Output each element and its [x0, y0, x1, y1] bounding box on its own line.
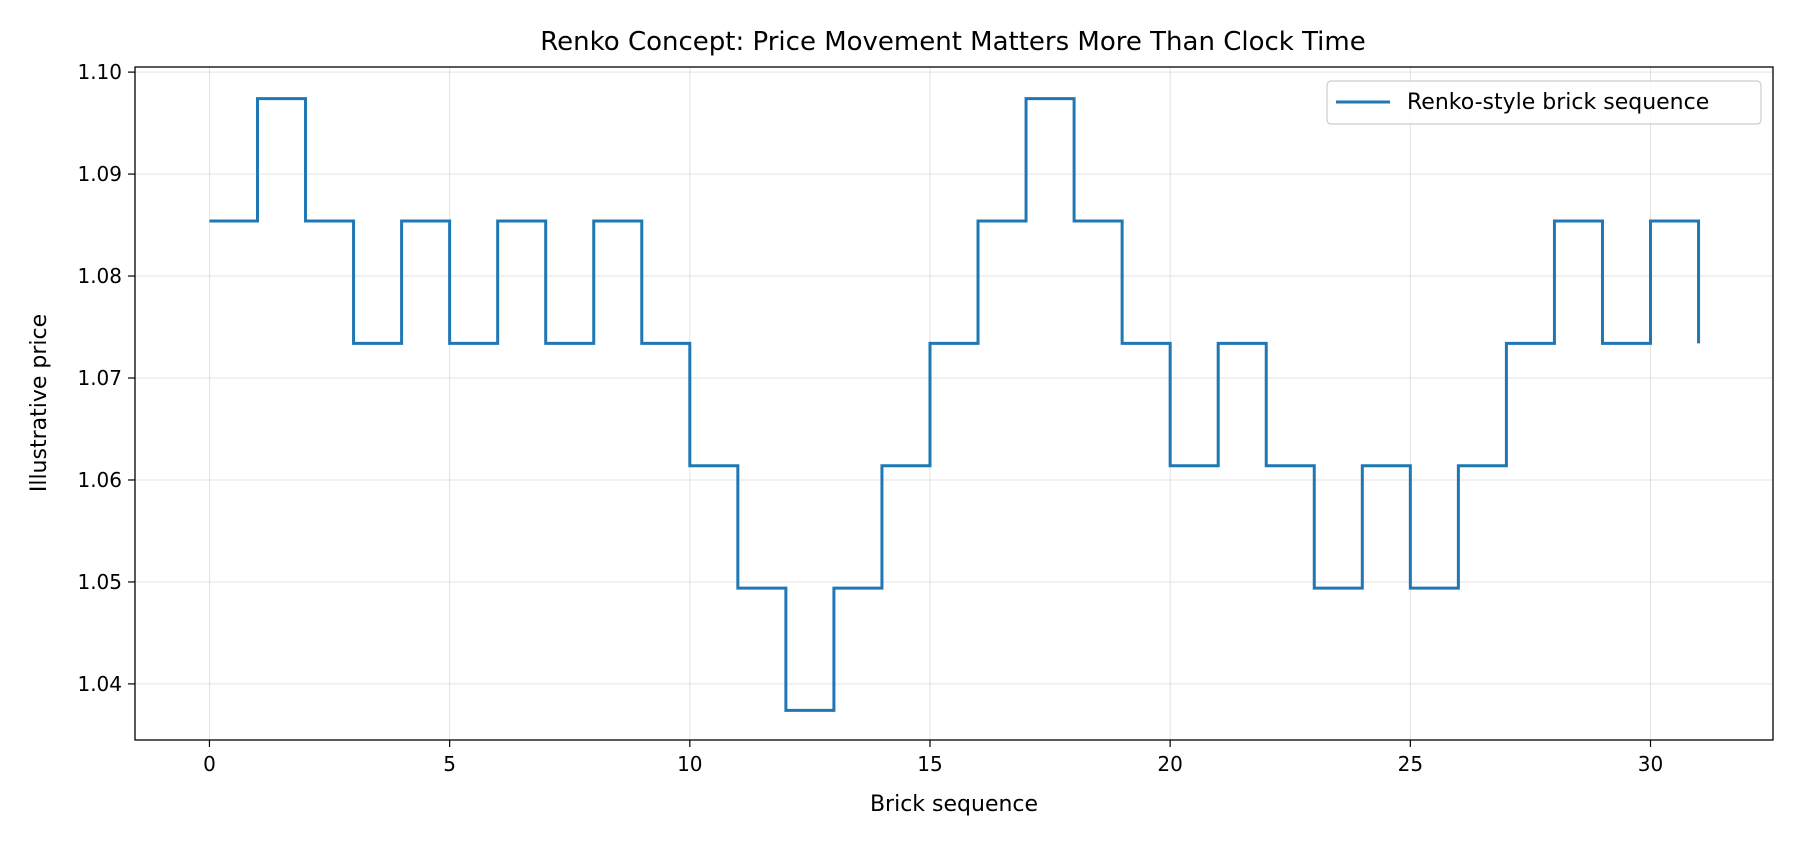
- y-tick-label: 1.04: [77, 672, 122, 696]
- series-line-0: [209, 97, 1701, 712]
- grid: [135, 67, 1773, 740]
- x-tick-label: 5: [443, 752, 456, 776]
- y-tick-label: 1.07: [77, 366, 122, 390]
- x-axis-ticks: 0 5 10 15 20 25 30: [203, 740, 1663, 776]
- y-tick-label: 1.09: [77, 162, 122, 186]
- chart-title: Renko Concept: Price Movement Matters Mo…: [540, 27, 1365, 57]
- x-tick-label: 10: [677, 752, 702, 776]
- y-axis-ticks: 1.04 1.05 1.06 1.07 1.08 1.09 1.10: [77, 60, 135, 696]
- y-axis-label: Illustrative price: [27, 314, 52, 492]
- y-tick-label: 1.05: [77, 570, 122, 594]
- y-tick-label: 1.08: [77, 264, 122, 288]
- x-tick-label: 25: [1398, 752, 1423, 776]
- series-layer: [209, 97, 1701, 712]
- legend-label: Renko-style brick sequence: [1407, 90, 1709, 115]
- legend: Renko-style brick sequence: [1326, 80, 1762, 125]
- x-tick-label: 30: [1638, 752, 1663, 776]
- plot-frame: [134, 66, 1774, 741]
- y-tick-label: 1.06: [77, 468, 122, 492]
- x-axis-label: Brick sequence: [870, 792, 1038, 817]
- x-tick-label: 20: [1157, 752, 1182, 776]
- x-tick-label: 0: [203, 752, 216, 776]
- y-tick-label: 1.10: [77, 60, 122, 84]
- legend-box: [1326, 80, 1762, 125]
- x-tick-label: 15: [917, 752, 942, 776]
